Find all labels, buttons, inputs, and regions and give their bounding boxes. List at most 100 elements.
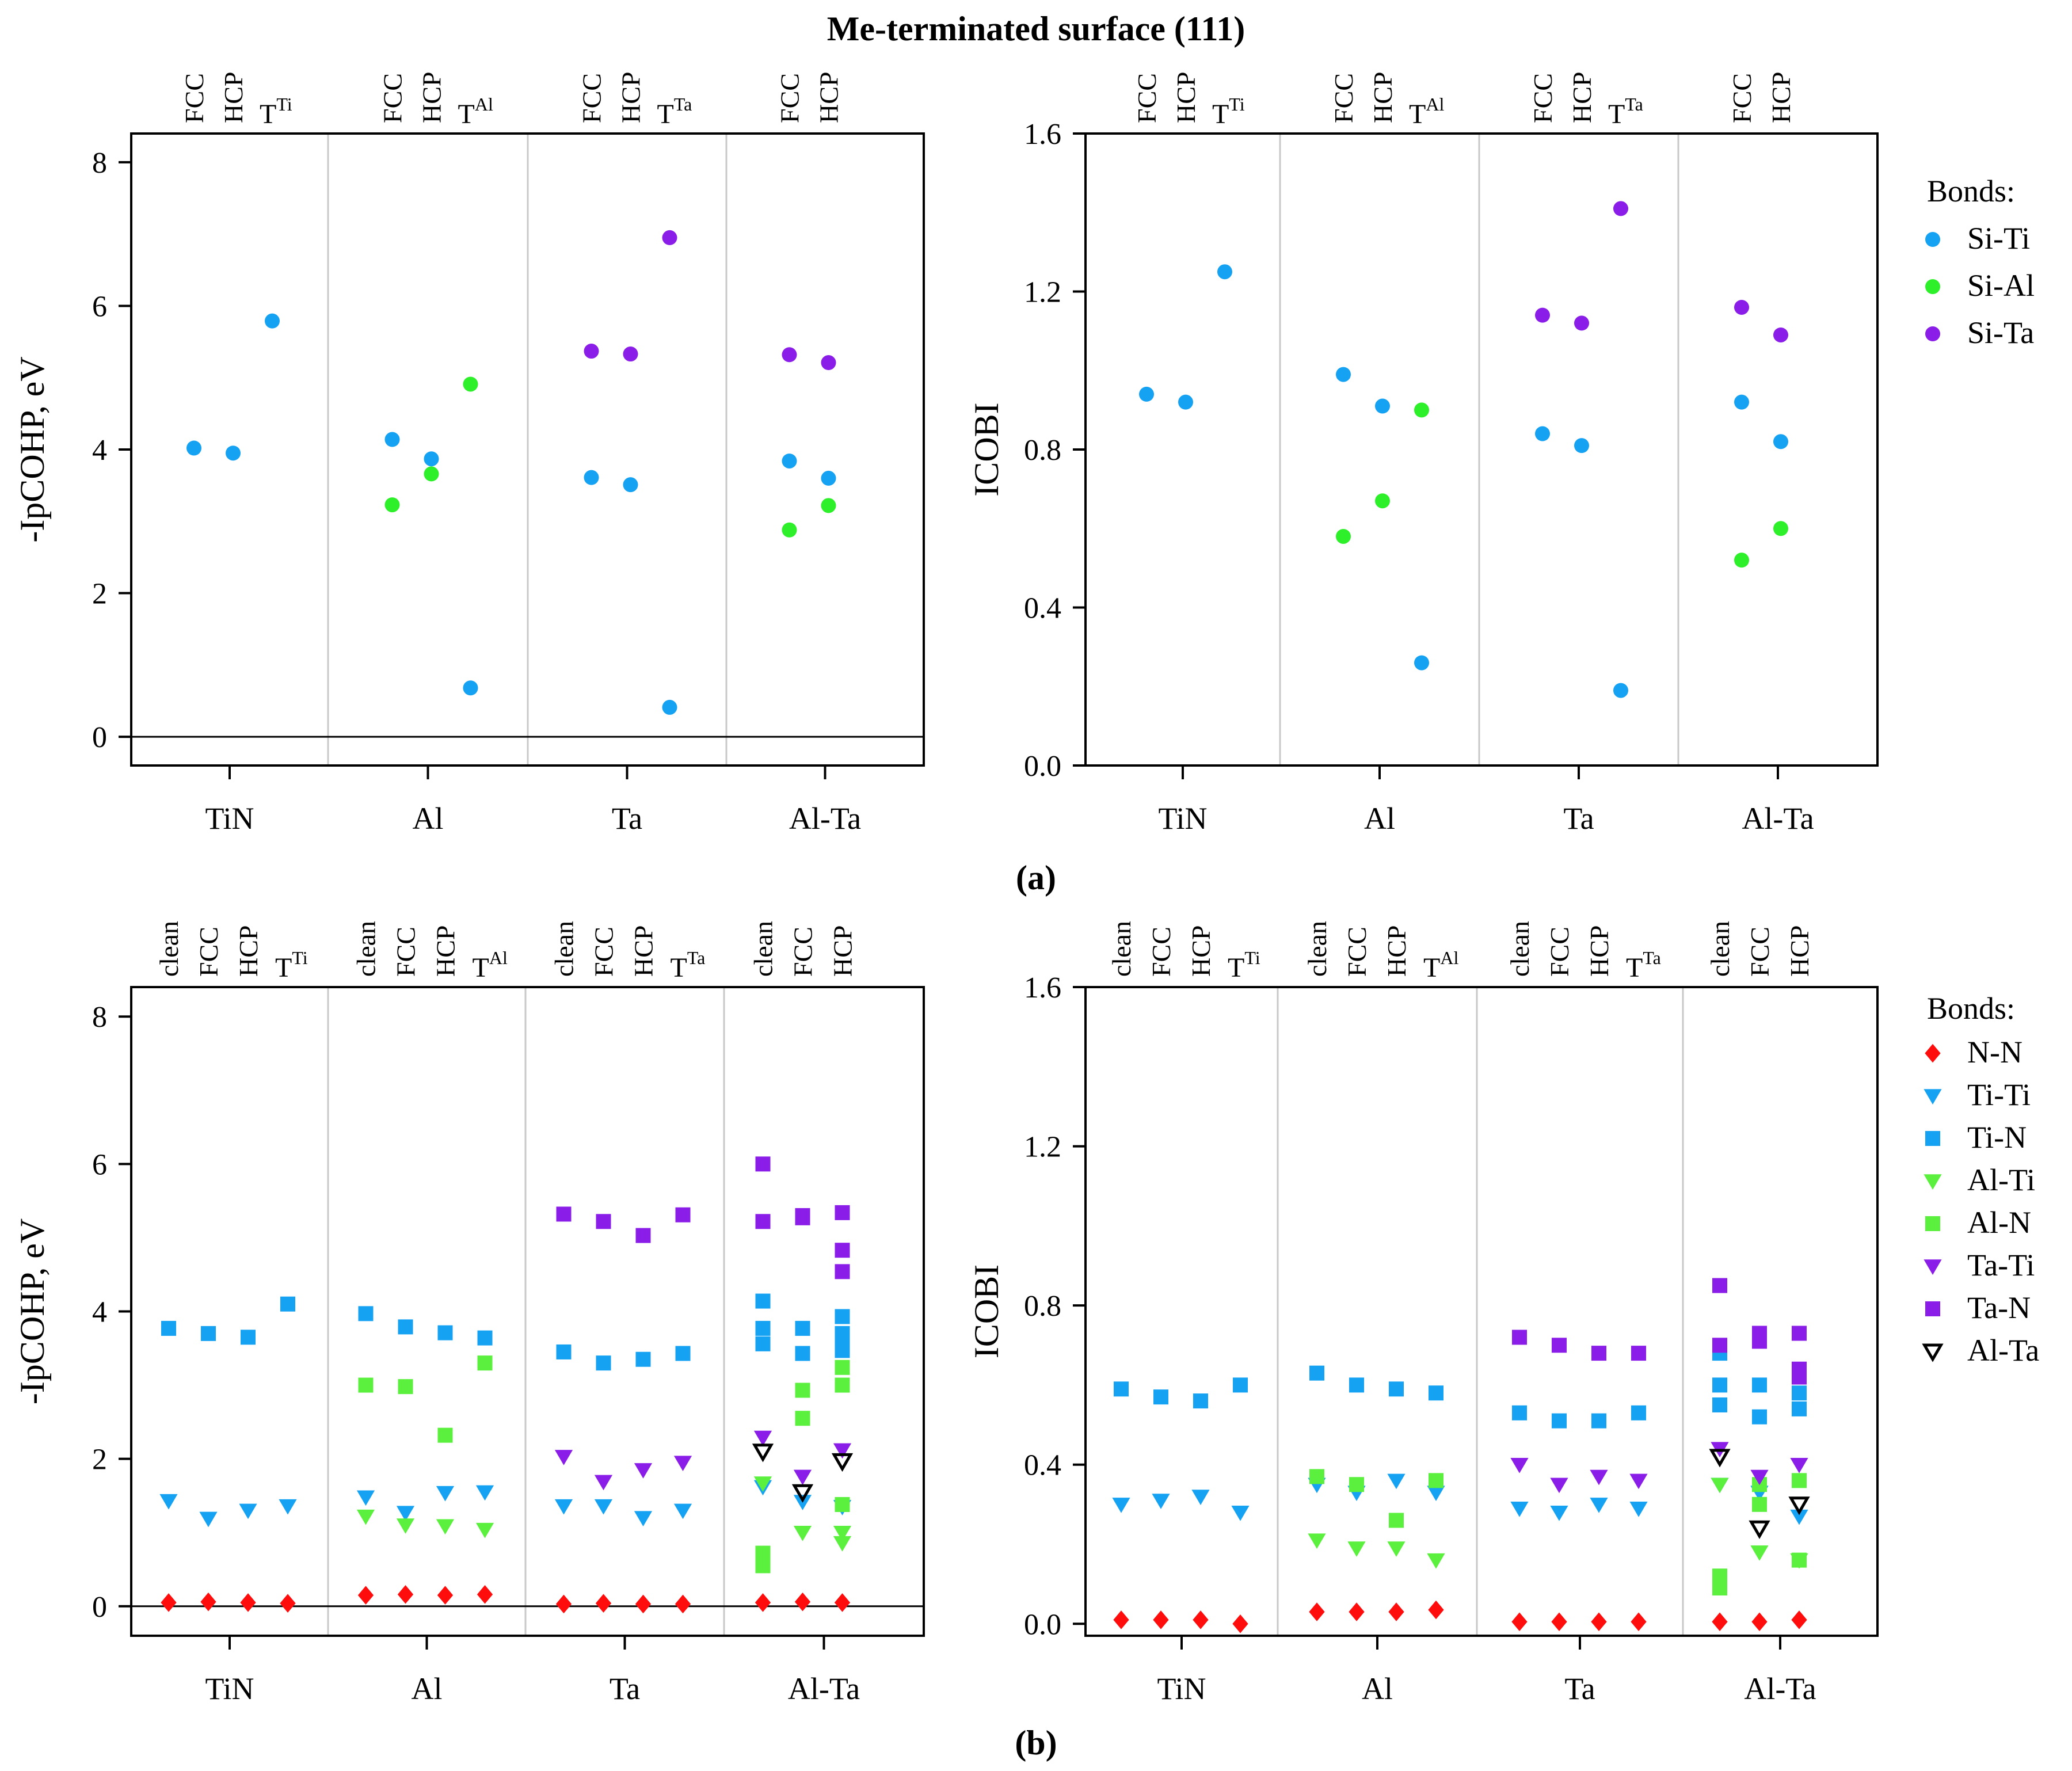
data-point-ti-n <box>1233 1377 1248 1393</box>
data-point-ti-n <box>596 1355 611 1371</box>
data-point-al-n <box>398 1379 413 1395</box>
data-point-si-ti <box>584 470 599 485</box>
series-al-n <box>358 1355 850 1574</box>
series-si-ta <box>584 230 836 371</box>
data-point-ta-n <box>1591 1346 1606 1361</box>
legend-label-ti-n: Ti-N <box>1967 1120 2027 1155</box>
y-tick-label: 8 <box>92 147 107 180</box>
data-point-al-ti <box>1750 1545 1769 1561</box>
data-point-ti-ti <box>279 1499 297 1515</box>
data-point-al-n <box>1792 1473 1807 1488</box>
data-point-n-n <box>161 1593 177 1612</box>
data-point-ti-n <box>755 1320 771 1336</box>
site-label-clean: clean <box>1505 921 1534 977</box>
figure-title: Me-terminated surface (111) <box>827 10 1245 48</box>
data-point-n-n <box>1511 1612 1528 1632</box>
data-point-ti-n <box>398 1319 413 1335</box>
series-ta-n <box>1512 1278 1807 1385</box>
legend-marker-si-ta <box>1925 326 1940 341</box>
y-tick-label: 4 <box>92 434 107 467</box>
data-point-si-ti <box>226 445 241 461</box>
legends: Bonds: Si-Ti Si-Al Si-Ta Bonds: N-N Ti-Ti Ti-N A… <box>1922 174 2039 1368</box>
data-point-si-ti <box>1217 264 1232 280</box>
data-point-ta-ti <box>1590 1469 1608 1486</box>
data-point-n-n <box>1388 1602 1404 1621</box>
data-point-ti-n <box>1792 1401 1807 1416</box>
x-category-label-ta: Ta <box>610 1671 640 1706</box>
data-point-al-ti <box>833 1526 852 1541</box>
data-point-n-n <box>794 1592 811 1612</box>
data-point-ta-n <box>1512 1330 1527 1345</box>
data-point-si-ti <box>265 313 280 329</box>
data-point-al-ta <box>1709 1449 1731 1468</box>
data-point-al-n <box>795 1411 810 1426</box>
data-point-si-ti <box>1139 386 1154 402</box>
data-point-si-ta <box>1773 327 1788 342</box>
legend-a: Bonds: Si-Ti Si-Al Si-Ta <box>1925 174 2035 350</box>
data-point-n-n <box>595 1594 612 1613</box>
data-point-n-n <box>240 1593 256 1612</box>
data-point-ta-ti <box>753 1430 772 1446</box>
data-point-si-al <box>424 466 439 482</box>
data-point-ta-n <box>755 1214 771 1229</box>
data-point-ti-n <box>161 1320 176 1336</box>
data-point-ta-ti <box>793 1469 812 1486</box>
data-point-al-n <box>1792 1552 1807 1568</box>
site-label-top-al: TAl <box>458 94 493 130</box>
data-point-ta-n <box>635 1228 651 1243</box>
data-point-ta-ti <box>833 1443 852 1459</box>
series-ti-n <box>1114 1346 1807 1429</box>
series-ta-ti <box>554 1430 852 1491</box>
data-point-ti-n <box>477 1330 493 1346</box>
data-point-ti-n <box>795 1346 810 1361</box>
data-point-ti-ti <box>356 1490 375 1506</box>
y-tick-label: 0 <box>92 1591 107 1624</box>
data-point-al-ti <box>1711 1477 1729 1494</box>
site-label-fcc: FCC <box>577 73 607 123</box>
data-point-si-ti <box>1414 655 1429 671</box>
y-tick-label: 0.4 <box>1024 592 1061 625</box>
data-point-si-ti <box>1574 438 1589 454</box>
site-label-fcc: FCC <box>1132 73 1161 123</box>
data-point-ta-n <box>835 1264 850 1279</box>
data-point-al-ta <box>791 1484 814 1503</box>
site-label-hcp: HCP <box>1171 72 1201 123</box>
legend-marker-ti-ti <box>1924 1089 1942 1105</box>
y-tick-label: 2 <box>92 578 107 611</box>
data-point-si-ti <box>186 440 201 456</box>
y-tick-label: 4 <box>92 1296 107 1329</box>
data-point-n-n <box>1551 1612 1567 1632</box>
data-point-ti-ti <box>1510 1502 1529 1517</box>
legend-label-si-al: Si-Al <box>1967 268 2035 303</box>
site-label-hcp: HCP <box>1766 72 1796 123</box>
data-point-ti-n <box>1193 1393 1208 1409</box>
site-label-hcp: HCP <box>1567 72 1597 123</box>
data-point-al-n <box>835 1377 850 1393</box>
data-point-n-n <box>675 1594 691 1614</box>
data-point-n-n <box>1712 1612 1728 1632</box>
site-label-clean: clean <box>550 921 579 977</box>
data-point-n-n <box>1751 1612 1768 1632</box>
data-point-ta-ti <box>594 1475 613 1491</box>
chart-b-right: 0.0 0.4 0.8 1.2 1.6 ICOBI TiN Al Ta Al-Ta clean FCC… <box>968 921 1879 1706</box>
series-n-n <box>161 1585 851 1614</box>
data-point-ta-n <box>835 1205 850 1220</box>
data-point-ta-ti <box>634 1463 653 1479</box>
data-point-n-n <box>1113 1610 1129 1629</box>
data-point-ti-ti <box>1112 1498 1130 1513</box>
data-point-si-ti <box>1375 398 1390 414</box>
data-point-ti-ti <box>1590 1498 1608 1513</box>
series-si-ti <box>1139 264 1788 698</box>
site-label-fcc: FCC <box>378 73 407 123</box>
y-tick-label: 6 <box>92 1148 107 1181</box>
data-point-ti-ti <box>634 1511 653 1527</box>
data-point-ti-n <box>755 1293 771 1309</box>
legend-label-si-ta: Si-Ta <box>1967 315 2034 350</box>
data-point-ti-n <box>1752 1409 1767 1425</box>
series-n-n <box>1113 1600 1807 1633</box>
series-al-ta <box>1709 1449 1810 1539</box>
data-point-n-n <box>1591 1612 1607 1632</box>
data-point-ti-ti <box>1231 1505 1250 1521</box>
